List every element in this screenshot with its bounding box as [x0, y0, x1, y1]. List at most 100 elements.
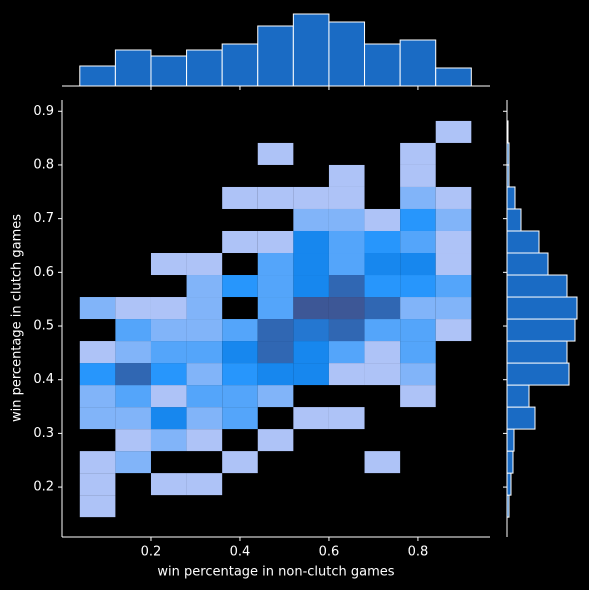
y-tick-label: 0.3: [33, 426, 54, 441]
heatmap-cell: [222, 385, 258, 408]
heatmap-cell: [115, 363, 151, 386]
heatmap-cell: [400, 164, 436, 187]
heatmap-cell: [150, 407, 187, 430]
x-tick-label: 0.8: [408, 545, 429, 560]
heatmap-cell: [364, 253, 401, 276]
heatmap-cell: [186, 275, 223, 298]
heatmap-cell: [293, 275, 329, 298]
heatmap-cell: [364, 208, 401, 231]
heatmap-cell: [293, 186, 329, 209]
right-hist-bar: [506, 340, 568, 364]
heatmap-cell: [115, 319, 151, 342]
heatmap-cell: [364, 363, 401, 386]
heatmap-cell: [79, 495, 116, 518]
top-hist-bar: [292, 13, 330, 87]
top-hist-bar: [364, 43, 401, 87]
heatmap-cell: [435, 275, 472, 298]
heatmap-cell: [257, 230, 294, 254]
y-axis-label: win percentage in clutch games: [10, 214, 25, 422]
heatmap-cell: [400, 142, 436, 165]
top-hist-bar: [150, 55, 188, 87]
heatmap-cell: [257, 341, 294, 364]
heatmap-cell: [400, 385, 436, 408]
y-tick-label: 0.5: [33, 319, 54, 334]
heatmap-cell: [222, 319, 258, 342]
heatmap-cell: [257, 253, 294, 276]
y-tick-label: 0.9: [33, 104, 54, 119]
heatmap-cell: [400, 208, 436, 231]
heatmap-cell: [79, 297, 116, 320]
heatmap-cell: [400, 275, 436, 298]
top-hist-bar: [257, 25, 294, 87]
heatmap-cell: [257, 319, 294, 342]
heatmap-cell: [115, 429, 151, 452]
heatmap-cell: [115, 341, 151, 364]
right-hist-bar: [506, 450, 514, 474]
heatmap-cell: [435, 253, 472, 276]
top-hist-bar: [435, 67, 472, 87]
top-hist-bar: [79, 65, 116, 87]
top-hist-bar: [328, 21, 366, 87]
heatmap-cell: [115, 385, 151, 408]
heatmap-cell: [150, 385, 187, 408]
heatmap-cell: [115, 407, 151, 430]
right-hist-bar: [506, 296, 578, 320]
heatmap-cell: [435, 186, 472, 209]
heatmap-cell: [364, 319, 401, 342]
right-hist-bar: [506, 318, 576, 342]
top-hist-bar: [221, 43, 259, 87]
heatmap-cell: [328, 407, 365, 430]
heatmap-cell: [186, 297, 223, 320]
heatmap-cell: [328, 186, 365, 209]
heatmap-cell: [293, 253, 329, 276]
right-hist-bar: [506, 274, 568, 298]
heatmap-cell: [222, 451, 258, 474]
heatmap-cell: [222, 186, 258, 209]
heatmap-cell: [150, 473, 187, 496]
heatmap-cell: [364, 230, 401, 254]
right-hist-bar: [506, 406, 536, 430]
heatmap-cell: [435, 230, 472, 254]
heatmap-cell: [186, 341, 223, 364]
heatmap-cell: [115, 451, 151, 474]
heatmap-cell: [257, 186, 294, 209]
heatmap-cell: [400, 341, 436, 364]
x-tick-label: 0.6: [319, 545, 340, 560]
heatmap-cell: [257, 363, 294, 386]
x-tick-label: 0.4: [230, 545, 251, 560]
heatmap-cell: [186, 385, 223, 408]
y-tick-label: 0.4: [33, 372, 54, 387]
heatmap-cell: [328, 341, 365, 364]
heatmap-cell: [435, 120, 472, 143]
heatmap-cell: [150, 319, 187, 342]
heatmap-cell: [293, 319, 329, 342]
right-hist-bar: [506, 252, 549, 276]
heatmap-cell: [364, 297, 401, 320]
right-hist-bar: [506, 384, 530, 408]
heatmap-cell: [150, 363, 187, 386]
heatmap-cell: [328, 319, 365, 342]
heatmap-cell: [328, 275, 365, 298]
y-tick-label: 0.6: [33, 265, 54, 280]
heatmap-cell: [222, 275, 258, 298]
heatmap-cell: [257, 275, 294, 298]
right-hist-bar: [506, 428, 515, 452]
heatmap-cell: [435, 319, 472, 342]
heatmap-cell: [186, 407, 223, 430]
heatmap-cell: [400, 319, 436, 342]
heatmap-cell: [328, 297, 365, 320]
heatmap-cell: [435, 297, 472, 320]
heatmap-cell: [186, 363, 223, 386]
top-hist-bar: [114, 49, 152, 87]
heatmap-cell: [364, 275, 401, 298]
heatmap-cell: [222, 363, 258, 386]
heatmap-cell: [186, 429, 223, 452]
heatmap-cell: [400, 253, 436, 276]
heatmap-cell: [79, 341, 116, 364]
x-axis-label: win percentage in non-clutch games: [157, 565, 394, 580]
heatmap-cell: [222, 407, 258, 430]
heatmap-cell: [293, 230, 329, 254]
heatmap-cell: [150, 297, 187, 320]
right-hist-bar: [506, 230, 540, 254]
